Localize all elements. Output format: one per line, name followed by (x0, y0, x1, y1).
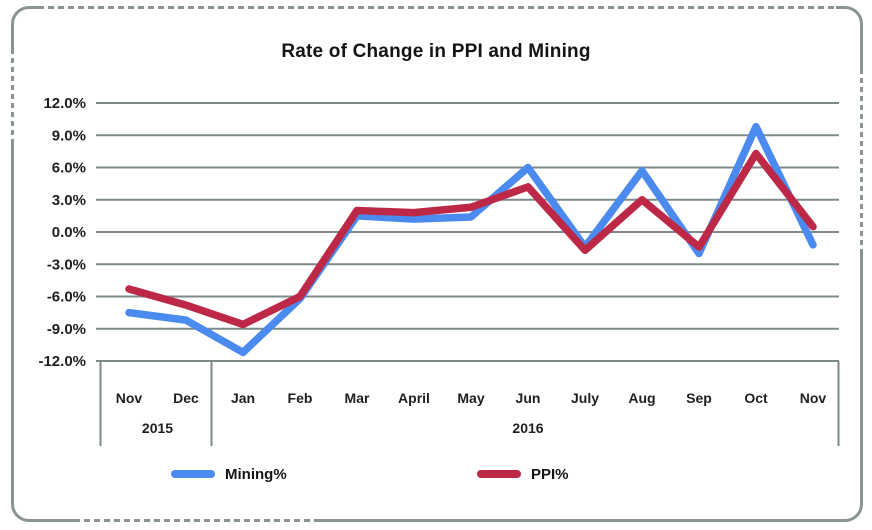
x-axis-month-label: Mar (345, 390, 370, 406)
y-axis-tick-label: -3.0% (47, 256, 86, 273)
legend-label-mining: Mining% (225, 465, 287, 483)
y-axis-tick-label: 6.0% (52, 160, 86, 177)
legend: Mining% PPI% (0, 461, 872, 487)
x-axis-month-label: Jan (231, 390, 255, 406)
dashed-border-left (11, 49, 14, 139)
legend-item-mining[interactable]: Mining% (171, 461, 287, 487)
dashed-border-top (38, 6, 836, 9)
chart-title: Rate of Change in PPI and Mining (281, 41, 591, 62)
x-axis-month-label: Sep (686, 390, 712, 406)
x-axis-year-label: 2016 (512, 420, 543, 436)
x-axis-year-label: 2015 (142, 420, 173, 436)
x-axis-month-label: May (457, 390, 484, 406)
x-axis-month-label: Nov (116, 390, 143, 406)
y-axis-tick-label: 3.0% (52, 192, 86, 209)
x-axis-month-label: Oct (744, 390, 768, 406)
x-axis-month-label: Jun (516, 390, 541, 406)
mining-series-swatch-icon (171, 470, 215, 478)
legend-label-ppi: PPI% (531, 465, 569, 483)
y-axis-tick-label: 0.0% (52, 224, 86, 241)
legend-item-ppi[interactable]: PPI% (477, 461, 569, 487)
dashed-border-bottom (74, 519, 314, 522)
x-axis-month-label: July (571, 390, 599, 406)
y-axis-tick-label: -12.0% (38, 353, 86, 370)
series-line-mining (125, 122, 817, 357)
series-line-ppi (125, 149, 817, 329)
x-axis-month-label: Dec (173, 390, 199, 406)
dashed-border-right (860, 69, 863, 249)
x-axis-month-label: Nov (800, 390, 827, 406)
x-axis-month-label: April (398, 390, 430, 406)
x-axis-month-label: Feb (288, 390, 313, 406)
ppi-series-swatch-icon (477, 470, 521, 478)
x-axis-month-label: Aug (628, 390, 655, 406)
chart-panel-border (11, 6, 863, 522)
y-axis-tick-label: 9.0% (52, 127, 86, 144)
y-axis-tick-label: -6.0% (47, 289, 86, 306)
y-axis-tick-label: -9.0% (47, 321, 86, 338)
y-axis-tick-label: 12.0% (43, 95, 86, 112)
